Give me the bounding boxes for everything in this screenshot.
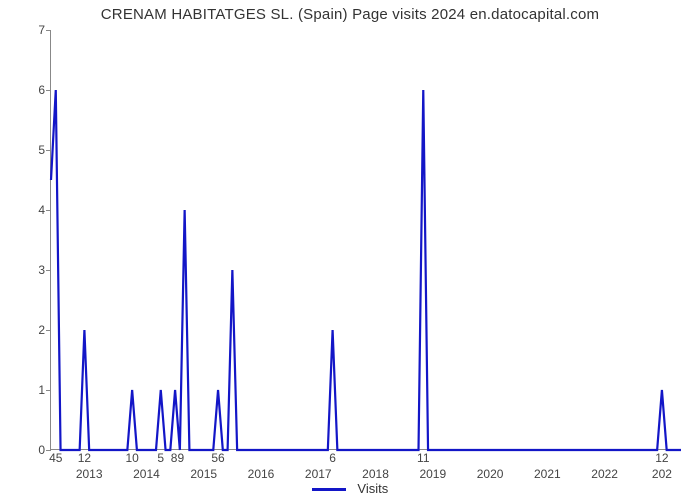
y-tick-label: 2 xyxy=(25,323,45,337)
x-year-label: 2013 xyxy=(76,467,103,481)
x-year-label: 2014 xyxy=(133,467,160,481)
x-year-label: 2020 xyxy=(477,467,504,481)
x-value-label: 45 xyxy=(49,451,62,465)
x-value-label: 12 xyxy=(655,451,668,465)
x-value-label: 12 xyxy=(78,451,91,465)
x-value-label: 56 xyxy=(211,451,224,465)
x-value-label: 5 xyxy=(157,451,164,465)
y-tick-label: 1 xyxy=(25,383,45,397)
y-tick-label: 3 xyxy=(25,263,45,277)
legend: Visits xyxy=(0,481,700,496)
y-tick-label: 5 xyxy=(25,143,45,157)
x-year-label: 2015 xyxy=(190,467,217,481)
line-series xyxy=(51,30,681,450)
chart-container: CRENAM HABITATGES SL. (Spain) Page visit… xyxy=(0,0,700,500)
x-year-label: 2017 xyxy=(305,467,332,481)
chart-title: CRENAM HABITATGES SL. (Spain) Page visit… xyxy=(0,6,700,23)
x-value-label: 6 xyxy=(329,451,336,465)
x-year-label: 2016 xyxy=(248,467,275,481)
x-value-label: 89 xyxy=(171,451,184,465)
y-tick-label: 0 xyxy=(25,443,45,457)
x-year-label: 2019 xyxy=(419,467,446,481)
legend-swatch xyxy=(312,488,346,491)
legend-label: Visits xyxy=(357,481,388,496)
x-year-label: 202 xyxy=(652,467,672,481)
y-tick-label: 4 xyxy=(25,203,45,217)
x-value-label: 11 xyxy=(417,451,429,465)
x-year-label: 2021 xyxy=(534,467,561,481)
y-tick-label: 6 xyxy=(25,83,45,97)
x-year-label: 2022 xyxy=(591,467,618,481)
x-year-label: 2018 xyxy=(362,467,389,481)
plot-area: 0123456720132014201520162017201820192020… xyxy=(50,30,680,450)
x-value-label: 10 xyxy=(125,451,138,465)
y-tick-label: 7 xyxy=(25,23,45,37)
